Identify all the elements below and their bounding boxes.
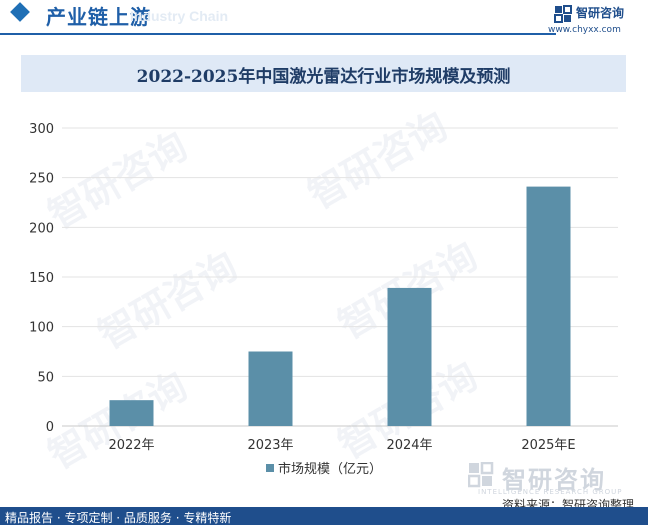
legend-swatch — [265, 464, 274, 472]
y-tick-label: 50 — [37, 370, 54, 385]
x-tick-label: 2023年 — [247, 438, 293, 453]
header-divider — [0, 33, 556, 35]
x-tick-label: 2025年E — [521, 438, 575, 453]
chart-title-box: 2022-2025年中国激光雷达行业市场规模及预测 — [21, 55, 626, 92]
bar-chart: 0 50 100 150 200 250 300 2022年 2023年 2024年 2025年E — [29, 122, 618, 453]
y-tick-label: 100 — [29, 321, 54, 336]
y-tick-label: 0 — [46, 420, 54, 435]
page-title: 产业链上游 — [46, 5, 151, 29]
brand-name: 智研咨询 — [576, 6, 625, 20]
logo-icon — [468, 462, 494, 488]
chart-legend: 市场规模（亿元） — [0, 458, 648, 477]
brand: 智研咨询 www.chyxx.com — [548, 4, 638, 35]
y-tick-label: 250 — [29, 172, 54, 187]
y-tick-label: 200 — [29, 221, 54, 236]
footer-text: 精品报告 · 专项定制 · 品质服务 · 专精特新 — [5, 511, 232, 525]
diamond-icon — [10, 2, 30, 22]
bottom-logo-text: 智研咨询 — [502, 466, 606, 494]
chart-title: 2022-2025年中国激光雷达行业市场规模及预测 — [136, 67, 511, 87]
footer-bar: 精品报告 · 专项定制 · 品质服务 · 专精特新 — [0, 507, 648, 525]
y-tick-label: 300 — [29, 122, 54, 137]
bar — [248, 351, 293, 426]
y-tick-label: 150 — [29, 271, 54, 286]
brand-logo-icon — [554, 5, 572, 23]
brand-url: www.chyxx.com — [548, 25, 621, 35]
bar — [109, 400, 154, 426]
bar — [526, 186, 571, 426]
bottom-logo: 智研咨询 INTELLIGENCE RESEARCH GROUP — [468, 462, 638, 496]
page-header: 产业链上游 Industry Chain 智研咨询 www.chyxx.com — [0, 0, 648, 35]
x-tick-label: 2022年 — [108, 438, 154, 453]
bar — [387, 287, 432, 426]
bottom-logo-subtext: INTELLIGENCE RESEARCH GROUP — [478, 488, 623, 496]
x-tick-label: 2024年 — [386, 438, 432, 453]
page-subtitle: Industry Chain — [130, 8, 229, 24]
legend-label: 市场规模（亿元） — [277, 462, 382, 477]
